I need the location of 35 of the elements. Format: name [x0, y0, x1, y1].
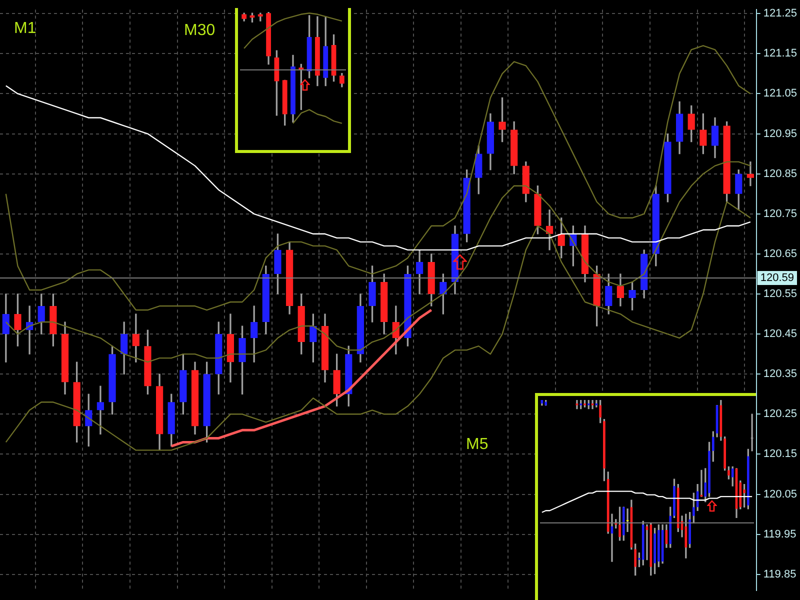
candlestick [673, 478, 676, 518]
annotation: M30 [184, 22, 216, 40]
y-tick-label: 120.35 [763, 368, 798, 380]
y-tick-label: 120.45 [763, 328, 798, 340]
candlestick [96, 386, 104, 435]
candlestick [743, 484, 746, 508]
annotation: M1 [14, 20, 36, 38]
candlestick [618, 506, 621, 541]
annotation: M5 [466, 436, 488, 454]
y-tick-label: 120.25 [763, 408, 798, 420]
y-tick-label: 121.05 [763, 88, 798, 100]
candlestick [546, 210, 554, 250]
candlestick [654, 528, 656, 574]
ref-line-label: 120.59 [760, 272, 794, 284]
y-tick-label: 121.15 [763, 48, 798, 60]
y-tick-label: 119.95 [763, 528, 796, 540]
y-tick-label: 120.65 [763, 248, 798, 260]
y-tick-label: 119.85 [763, 568, 796, 580]
candlestick [746, 161, 754, 186]
candlestick [692, 492, 695, 524]
candlestick [603, 418, 606, 482]
candlestick [591, 400, 594, 410]
candlestick [599, 400, 602, 424]
y-tick-label: 120.95 [763, 128, 798, 140]
y-tick-label: 120.55 [763, 288, 798, 300]
candlestick [728, 466, 730, 480]
y-tick-label: 120.85 [763, 168, 798, 180]
y-tick-label: 120.15 [763, 448, 798, 460]
y-tick-label: 121.25 [763, 8, 798, 20]
candlestick [708, 442, 710, 497]
candlestick [576, 400, 578, 410]
candlestick [584, 400, 586, 408]
y-tick-label: 120.75 [763, 208, 798, 220]
y-tick-label: 120.05 [763, 488, 798, 500]
candlestick [688, 512, 691, 548]
